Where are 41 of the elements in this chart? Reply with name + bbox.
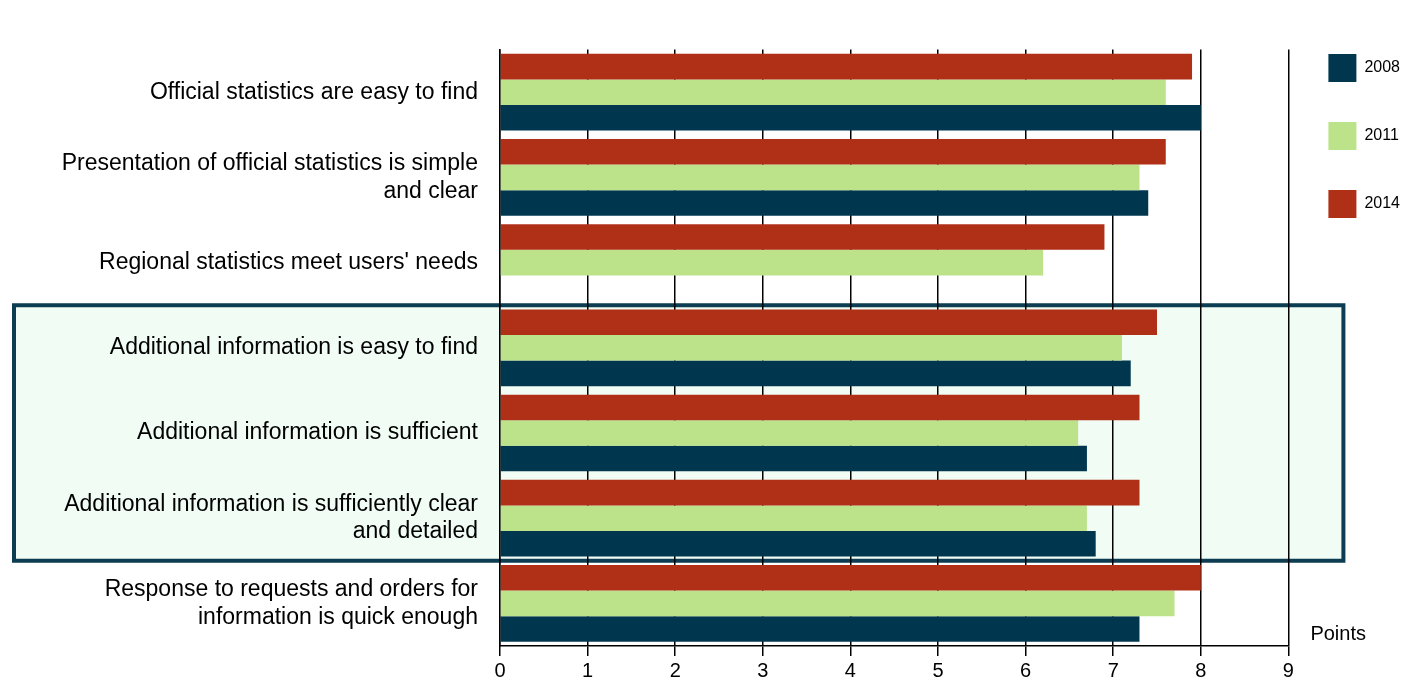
x-tick-label: 5 xyxy=(932,658,944,681)
x-tick-label: 3 xyxy=(757,658,769,681)
bar xyxy=(500,565,1201,591)
y-tick-label: Response to requests and orders for information is quick enough xyxy=(104,574,479,629)
x-axis-title: Points xyxy=(1310,621,1366,644)
bar xyxy=(500,590,1175,617)
bar xyxy=(500,394,1140,421)
bar xyxy=(500,249,1044,276)
x-tick-label: 6 xyxy=(1020,658,1032,681)
bar xyxy=(500,335,1122,361)
bar xyxy=(500,360,1131,387)
x-tick-label: 2 xyxy=(669,658,681,681)
x-tick-label: 1 xyxy=(582,658,594,681)
y-tick-label: Official statistics are easy to find xyxy=(149,77,478,104)
bar xyxy=(500,479,1140,506)
y-tick-label: Presentation of official statistics is simple and clear xyxy=(61,148,479,203)
bar xyxy=(500,505,1087,531)
x-tick-label: 9 xyxy=(1282,658,1294,681)
y-tick-label: Regional statistics meet users' needs xyxy=(99,247,478,274)
bar xyxy=(500,104,1201,131)
bar xyxy=(500,139,1166,165)
bar xyxy=(500,53,1193,80)
x-tick-label: 0 xyxy=(494,658,506,681)
x-tick-label: 7 xyxy=(1107,658,1119,681)
bar xyxy=(500,224,1105,250)
bar xyxy=(500,445,1087,472)
legend-label: 2011 xyxy=(1364,126,1399,144)
bar xyxy=(500,420,1079,446)
x-tick-label: 8 xyxy=(1195,658,1207,681)
bar xyxy=(500,164,1140,191)
y-tick-label: Additional information is easy to find xyxy=(109,333,478,360)
y-tick-label: Additional information is sufficient xyxy=(137,418,479,445)
legend-label: 2008 xyxy=(1364,58,1401,76)
legend-label: 2014 xyxy=(1364,194,1401,212)
bar xyxy=(500,309,1158,336)
bar xyxy=(500,190,1149,216)
x-tick-label: 4 xyxy=(844,658,856,681)
bar xyxy=(500,530,1096,557)
bar xyxy=(500,616,1140,642)
y-tick-label: Additional information is sufficiently clear and detailed xyxy=(64,489,479,544)
bar xyxy=(500,79,1166,105)
